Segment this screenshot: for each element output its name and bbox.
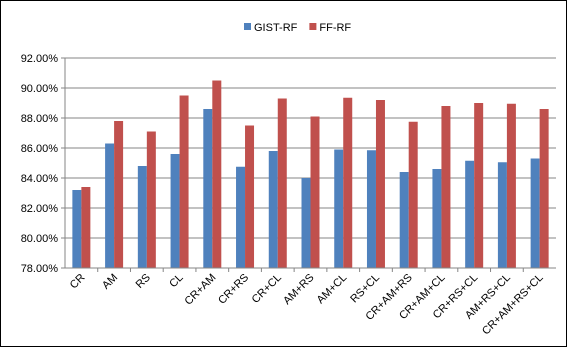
x-tick-label: AM+RS	[281, 272, 317, 308]
axes	[61, 57, 556, 272]
bar-gist-rf	[530, 158, 540, 268]
y-tick-label: 78.00%	[21, 263, 59, 275]
bar-gist-rf	[72, 190, 82, 268]
bar-gist-rf	[497, 162, 507, 268]
y-tick-label: 92.00%	[21, 53, 59, 65]
bar-ff-rf	[474, 103, 484, 268]
y-tick-labels: 78.00% 80.00% 82.00% 84.00% 86.00% 88.00% 90.0…	[21, 53, 59, 275]
x-tick-label: RS	[134, 272, 153, 291]
legend-swatch	[309, 23, 317, 30]
bar-gist-rf	[399, 172, 409, 268]
bar-gist-rf	[334, 149, 344, 268]
x-tick-label: CR	[68, 272, 88, 292]
bar-gist-rf	[203, 109, 213, 268]
x-tick-label: CL	[167, 272, 185, 290]
bar-ff-rf	[212, 80, 222, 268]
bars	[72, 80, 549, 268]
bar-ff-rf	[408, 121, 418, 268]
bar-ff-rf	[114, 121, 124, 268]
bar-ff-rf	[343, 97, 353, 268]
bar-ff-rf	[375, 100, 385, 268]
legend: GIST-RF FF-RF	[244, 22, 351, 34]
y-tick-label: 84.00%	[21, 173, 59, 185]
bar-ff-rf	[81, 187, 91, 268]
legend-label: GIST-RF	[254, 22, 298, 34]
bar-ff-rf	[441, 106, 451, 268]
legend-label: FF-RF	[319, 22, 351, 34]
bar-gist-rf	[105, 143, 115, 268]
x-tick-label: AM+CL	[315, 272, 350, 307]
y-tick-label: 90.00%	[21, 83, 59, 95]
bar-gist-rf	[301, 178, 311, 268]
x-tick-label: AM	[100, 272, 120, 292]
y-tick-label: 88.00%	[21, 113, 59, 125]
bar-gist-rf	[432, 169, 442, 268]
bar-gist-rf	[137, 166, 147, 268]
bar-ff-rf	[179, 95, 189, 268]
x-tick-label: CR+AM+RS+CL	[480, 272, 546, 338]
x-tick-labels: CR AM RS CLCR+AMCR+RSCR+CLAM+RSAM+CLRS+CLCR…	[68, 272, 546, 338]
x-tick-label: CR+CL	[250, 272, 284, 306]
bar-gist-rf	[170, 154, 180, 268]
bar-ff-rf	[506, 103, 516, 268]
legend-swatch	[244, 23, 251, 30]
bar-gist-rf	[465, 160, 475, 268]
x-tick-label: CR+AM	[182, 272, 218, 308]
bar-gist-rf	[268, 151, 278, 268]
bar-ff-rf	[245, 125, 255, 268]
bar-ff-rf	[277, 98, 287, 268]
bar-gist-rf	[366, 150, 376, 268]
y-tick-label: 86.00%	[21, 143, 59, 155]
bar-ff-rf	[539, 109, 549, 268]
x-tick-label: CR+RS	[216, 272, 251, 307]
y-tick-label: 80.00%	[21, 233, 59, 245]
bar-chart: 78.00% 80.00% 82.00% 84.00% 86.00% 88.00% 90.0…	[21, 22, 556, 338]
bar-ff-rf	[146, 131, 156, 268]
bar-ff-rf	[310, 116, 320, 268]
bar-gist-rf	[236, 166, 246, 268]
y-tick-label: 82.00%	[21, 203, 59, 215]
